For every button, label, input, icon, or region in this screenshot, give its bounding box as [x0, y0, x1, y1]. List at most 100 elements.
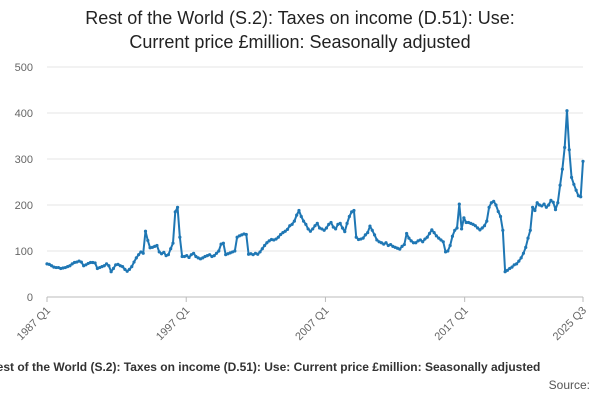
data-point [366, 231, 370, 235]
data-point [327, 222, 331, 226]
data-point [531, 205, 535, 209]
data-point [111, 266, 116, 271]
data-point [361, 236, 365, 240]
data-point [331, 225, 335, 229]
data-point [276, 235, 280, 239]
data-point [120, 265, 125, 269]
data-point [54, 265, 58, 270]
data-point [414, 241, 418, 245]
data-point [256, 252, 260, 256]
data-point [68, 264, 72, 268]
data-point [540, 204, 544, 208]
chart-title-line-2: Current price £million: Seasonally adjus… [129, 32, 471, 52]
data-point [450, 234, 455, 238]
data-point [368, 224, 372, 228]
data-point [519, 256, 523, 260]
data-point [109, 270, 113, 274]
data-point [427, 231, 432, 236]
data-point [553, 208, 558, 212]
data-point [263, 243, 267, 248]
x-tick-label: 1997 Q1 [154, 305, 192, 343]
data-point [162, 250, 166, 254]
data-point [496, 209, 500, 214]
data-point [274, 237, 278, 241]
data-point [363, 233, 367, 237]
data-point [107, 264, 111, 268]
data-point [409, 239, 413, 243]
data-point [542, 202, 546, 206]
data-point [141, 251, 145, 255]
data-point [130, 265, 134, 269]
data-point [398, 247, 402, 251]
data-point [233, 249, 237, 253]
data-point [221, 241, 225, 245]
data-point [558, 183, 562, 187]
data-point [347, 214, 351, 219]
data-point [306, 227, 310, 231]
source-label: Source: [548, 378, 590, 392]
data-point [244, 232, 248, 237]
data-point [579, 195, 583, 199]
data-point [340, 226, 345, 230]
data-point [549, 198, 553, 202]
y-tick-label: 0 [27, 292, 33, 304]
data-point [304, 222, 308, 226]
data-point [338, 221, 342, 225]
data-point [208, 253, 212, 257]
data-point [370, 228, 374, 232]
x-tick-label: 2025 Q3 [551, 305, 589, 343]
data-point [517, 259, 521, 263]
data-point [581, 159, 585, 163]
data-point [487, 205, 491, 209]
chart-title-line-1: Rest of the World (S.2): Taxes on income… [85, 8, 515, 28]
x-tick-label: 2007 Q1 [293, 305, 331, 343]
data-point [405, 231, 409, 236]
x-tick-label: 1987 Q1 [15, 305, 53, 343]
data-point [260, 247, 264, 251]
data-point [311, 227, 315, 231]
data-point [297, 208, 301, 213]
data-point [439, 238, 443, 242]
data-point [93, 261, 97, 265]
data-point [292, 219, 296, 223]
data-point [501, 228, 505, 232]
data-point [460, 227, 464, 231]
data-point [315, 221, 319, 225]
data-point [464, 220, 468, 225]
data-point [175, 205, 180, 209]
data-point [572, 182, 576, 186]
data-point [510, 265, 514, 269]
data-point [375, 238, 379, 242]
chart-caption: Rest of the World (S.2): Taxes on income… [0, 360, 541, 374]
data-point [535, 201, 539, 205]
data-point [155, 243, 159, 248]
data-point [134, 256, 138, 260]
data-point [480, 226, 484, 230]
y-tick-label: 400 [15, 108, 33, 120]
data-point [88, 260, 93, 265]
data-point [565, 109, 569, 113]
data-point [102, 264, 106, 268]
data-point [132, 260, 136, 264]
data-point [329, 220, 333, 225]
data-point [217, 249, 221, 253]
data-point [441, 240, 445, 244]
data-point [533, 208, 537, 213]
data-point [544, 205, 548, 209]
data-point [171, 241, 175, 245]
data-point [139, 250, 143, 254]
data-point [547, 203, 551, 207]
data-point [498, 214, 503, 219]
data-point [560, 167, 564, 171]
data-point [212, 254, 216, 258]
data-point [169, 247, 173, 251]
data-point [324, 226, 329, 230]
data-point [299, 214, 303, 219]
data-point [514, 262, 519, 266]
data-point [180, 254, 184, 259]
data-point [485, 219, 489, 223]
data-point [478, 228, 482, 232]
data-point [448, 243, 452, 248]
data-point [425, 235, 429, 239]
data-point [388, 242, 393, 247]
